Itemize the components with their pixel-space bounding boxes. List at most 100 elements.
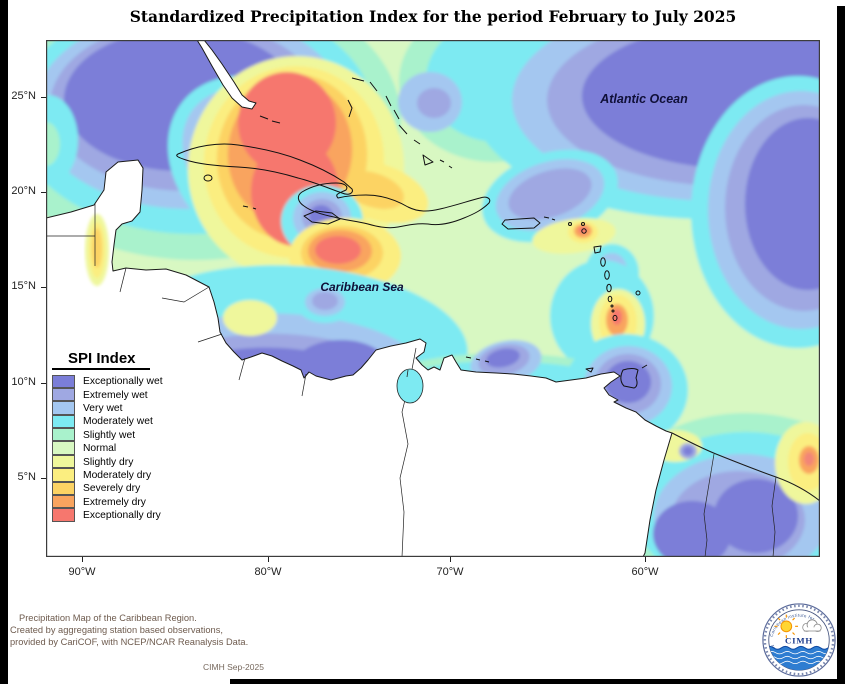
cuba-outline: [176, 143, 353, 195]
legend-color-swatch: [52, 387, 75, 402]
mainland-landmass: [46, 159, 673, 557]
cayman-islands: [242, 205, 257, 210]
legend-color-swatch: [52, 454, 75, 469]
barbados: [635, 290, 641, 296]
legend-item: Slightly wet: [52, 428, 232, 442]
legend-item-label: Moderately dry: [83, 469, 152, 481]
caribbean-sea-label: Caribbean Sea: [320, 280, 404, 294]
lake-maracaibo: [396, 368, 424, 404]
guianas-coastline: [671, 432, 820, 502]
antigua: [581, 228, 587, 234]
legend-color-swatch: [52, 441, 75, 455]
left-edge-bar: [0, 0, 8, 684]
map-frame: [46, 40, 820, 557]
cimh-logo: Caribbean Institute for Meteorology and …: [762, 603, 836, 677]
lat-tick-mark: [41, 97, 46, 98]
legend-color-swatch: [52, 508, 75, 522]
attribution-line: Created by aggregating station based obs…: [10, 625, 223, 635]
martinique: [604, 270, 610, 280]
legend-items: Exceptionally wet Extremely wet Very wet…: [52, 374, 232, 522]
legend-item-label: Severely dry: [83, 483, 141, 495]
legend-item-label: Exceptionally dry: [83, 510, 161, 522]
lat-tick-label: 15°N: [11, 280, 36, 292]
grenadine-2: [611, 309, 615, 313]
lon-tick-label: 90°W: [68, 566, 96, 578]
logo-acronym: CIMH: [785, 635, 813, 645]
lat-tick-mark: [41, 287, 46, 288]
legend-item-label: Normal: [83, 443, 117, 455]
trinidad-outline: [620, 368, 639, 389]
legend-color-swatch: [52, 374, 75, 388]
map-title: Standardized Precipitation Index for the…: [129, 7, 737, 26]
dominica: [600, 257, 606, 267]
legend-color-swatch: [52, 481, 75, 496]
virgin-islands: [543, 216, 556, 221]
bahamas-islands: [347, 77, 453, 169]
florida-landmass: [196, 40, 257, 110]
lat-tick-label: 10°N: [11, 376, 36, 388]
legend-color-swatch: [52, 468, 75, 482]
lon-tick-mark: [268, 557, 269, 562]
logo-scallop-ring: [763, 604, 835, 676]
legend-title: SPI Index: [52, 350, 150, 370]
st-vincent: [607, 295, 613, 303]
spi-map: Atlantic Ocean Caribbean Sea: [46, 40, 820, 557]
grenadine-1: [610, 304, 614, 308]
land-mask: [46, 40, 673, 557]
legend-item: Extremely wet: [52, 387, 232, 402]
lat-tick-label: 25°N: [11, 90, 36, 102]
lat-tick-mark: [41, 383, 46, 384]
legend-item-label: Slightly dry: [83, 456, 134, 468]
margarita: [585, 367, 594, 373]
tobago: [641, 364, 648, 369]
lon-tick-mark: [450, 557, 451, 562]
cloud-icon: [802, 619, 822, 632]
legend-color-swatch: [52, 428, 75, 442]
legend-item-label: Extremely dry: [83, 496, 146, 508]
footer-stamp: CIMH Sep-2025: [203, 662, 264, 672]
hispaniola-outline: [297, 182, 491, 229]
legend-item: Extremely dry: [52, 495, 232, 509]
isla-juventud: [203, 174, 213, 182]
legend-color-swatch: [52, 495, 75, 509]
sun-icon: [774, 614, 799, 639]
abc-islands: [465, 356, 490, 363]
legend-item-label: Slightly wet: [83, 429, 136, 441]
lat-tick-mark: [41, 478, 46, 479]
florida-keys: [259, 115, 281, 124]
attribution-line: provided by CariCOF, with NCEP/NCAR Rean…: [10, 637, 249, 647]
legend-item: Very wet: [52, 401, 232, 415]
lat-tick-mark: [41, 192, 46, 193]
legend-item: Exceptionally dry: [52, 508, 232, 522]
legend-item-label: Extremely wet: [83, 389, 148, 401]
legend-color-swatch: [52, 401, 75, 415]
legend-item: Moderately dry: [52, 468, 232, 482]
legend-item: Severely dry: [52, 481, 232, 496]
atlantic-ocean-label: Atlantic Ocean: [599, 92, 688, 106]
legend-item: Normal: [52, 441, 232, 455]
lon-tick-label: 60°W: [631, 566, 659, 578]
lon-tick-mark: [82, 557, 83, 562]
island-outlines: [176, 77, 648, 389]
legend-item: Exceptionally wet: [52, 374, 232, 388]
guadeloupe: [593, 245, 602, 254]
lat-tick-label: 20°N: [11, 185, 36, 197]
legend-item: Moderately wet: [52, 414, 232, 429]
lat-tick-label: 5°N: [17, 471, 36, 483]
legend-item: Slightly dry: [52, 454, 232, 469]
legend-color-swatch: [52, 414, 75, 429]
legend-item-label: Moderately wet: [83, 416, 153, 428]
belize-dry-stripe: [85, 214, 109, 286]
lon-tick-label: 80°W: [254, 566, 282, 578]
st-lucia: [606, 283, 612, 293]
spi-legend: SPI Index Exceptionally wet Extremely we…: [52, 350, 232, 522]
bottom-edge-bar: [230, 679, 845, 684]
attribution-line: Precipitation Map of the Caribbean Regio…: [19, 613, 197, 623]
legend-item-label: Exceptionally wet: [83, 376, 163, 388]
lon-tick-label: 70°W: [436, 566, 464, 578]
barbuda: [581, 222, 585, 226]
legend-item-label: Very wet: [83, 402, 123, 414]
attribution: Precipitation Map of the Caribbean Regio…: [10, 612, 248, 648]
lon-tick-mark: [645, 557, 646, 562]
